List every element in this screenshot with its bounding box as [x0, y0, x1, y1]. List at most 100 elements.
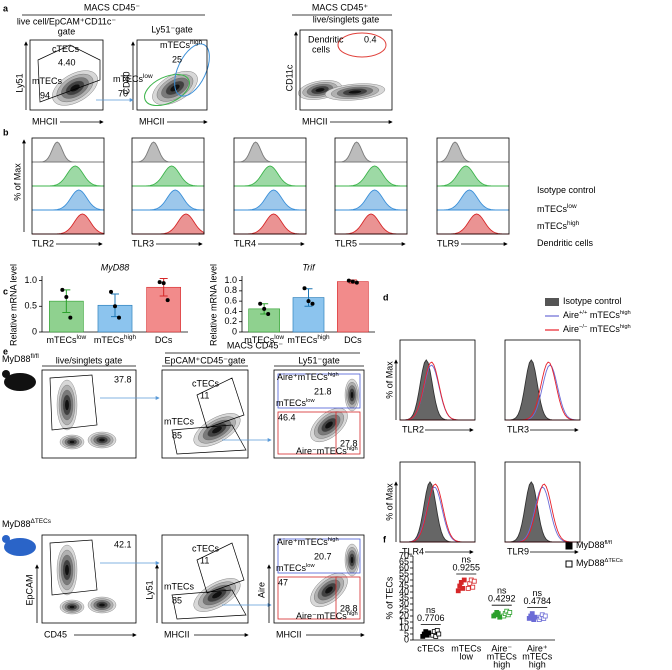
- superscript: high: [620, 324, 631, 330]
- significance: ns: [461, 554, 471, 564]
- mouse-icon: [4, 373, 36, 391]
- text-part: MyD88: [576, 558, 605, 568]
- label: 28.8: [340, 603, 358, 613]
- text-part: mTECs: [32, 76, 62, 86]
- x-axis-label: TLR4: [234, 238, 256, 248]
- label: Aire⁻mTECshigh: [296, 446, 358, 457]
- label: cTECs: [192, 378, 220, 388]
- label: Dendritic: [308, 34, 344, 44]
- data-point: [60, 287, 65, 292]
- panel-label: d: [383, 292, 389, 302]
- data-point: [470, 584, 476, 590]
- label: 20.7: [314, 551, 332, 561]
- plot-frame: [41, 534, 137, 624]
- data-point: [465, 586, 471, 591]
- axis-label: Ly51: [14, 73, 24, 92]
- histogram: [335, 189, 408, 211]
- plot-frame: [273, 369, 365, 459]
- p-value: 0.9255: [452, 562, 480, 572]
- data-point: [433, 634, 439, 639]
- histogram: [436, 189, 509, 211]
- y-tick-label: 0.2: [224, 316, 237, 326]
- category-label: mTECshigh: [287, 334, 330, 346]
- text-part: MyD88: [2, 354, 31, 364]
- category-label: Aire⁻: [491, 643, 512, 653]
- label: cells: [312, 44, 331, 54]
- data-point: [542, 613, 548, 619]
- y-tick-label: 30: [399, 598, 409, 608]
- data-point: [426, 630, 432, 636]
- data-point: [436, 631, 442, 637]
- axis-label: CD11c: [284, 64, 294, 91]
- superscript: high: [328, 372, 339, 378]
- label: 25: [172, 54, 182, 64]
- axis-label: MHCII: [32, 116, 58, 126]
- histogram: [436, 141, 509, 163]
- histogram: [335, 165, 408, 187]
- text-part: DCs: [155, 335, 173, 345]
- data-point: [529, 611, 535, 616]
- group-header: MACS CD45⁻: [227, 340, 284, 350]
- y-tick-label: 40: [399, 586, 409, 596]
- text-part: mTECs: [276, 398, 306, 408]
- gate: [277, 538, 361, 574]
- superscript: low: [76, 334, 86, 341]
- gate: [144, 73, 190, 107]
- y-tick-label: 35: [399, 592, 409, 602]
- axis-label: CD80: [121, 71, 131, 94]
- label: mTECslow: [113, 73, 153, 85]
- density-contour: [324, 421, 334, 429]
- significance: ns: [497, 586, 507, 596]
- text-part: mTECs: [244, 335, 274, 345]
- histogram: [234, 189, 307, 211]
- category-label: mTECs: [522, 651, 552, 661]
- category-label: DCs: [155, 335, 173, 345]
- category-label: mTECs: [451, 643, 481, 653]
- superscript: ΔTECs: [31, 518, 52, 525]
- density-contour: [350, 556, 354, 564]
- x-axis-label: TLR2: [402, 424, 424, 434]
- label: 85: [172, 595, 182, 605]
- legend-swatch: [565, 542, 573, 550]
- data-point: [455, 588, 461, 594]
- label: cTECs: [192, 543, 220, 553]
- text-part: mTECs: [587, 310, 620, 320]
- label: Aire⁺mTECshigh: [277, 372, 339, 383]
- gate-title: live/singlets gate: [56, 355, 123, 365]
- y-tick-label: 70: [399, 550, 409, 560]
- axis-label: MHCII: [139, 116, 165, 126]
- label: 11: [200, 390, 209, 400]
- axis-label: MHCII: [302, 116, 328, 126]
- density-contour: [211, 591, 223, 599]
- superscript: low: [306, 398, 315, 404]
- legend-swatch: [565, 560, 573, 568]
- superscript: +/+: [579, 310, 588, 316]
- label: mTECshigh: [160, 39, 203, 51]
- histogram: [32, 165, 105, 187]
- x-axis-label: TLR4: [402, 546, 424, 556]
- data-point: [64, 295, 69, 300]
- x-axis-label: TLR3: [507, 424, 529, 434]
- text-part: mTECs: [587, 324, 620, 334]
- label: 46.4: [278, 412, 296, 422]
- y-tick-label: 60: [399, 562, 409, 572]
- p-value: 0.4784: [523, 596, 551, 606]
- panel-label: f: [383, 534, 387, 544]
- gate: [171, 542, 247, 620]
- gate-title: Ly51⁻gate: [298, 355, 339, 365]
- density-contour: [64, 399, 70, 411]
- histogram: [334, 213, 408, 235]
- category-label: mTECs: [487, 651, 517, 661]
- group-header: MACS CD45⁻: [84, 2, 141, 12]
- data-point: [165, 298, 170, 303]
- text-part: mTECs: [287, 335, 317, 345]
- data-point: [113, 304, 117, 309]
- plot-frame: [29, 39, 104, 111]
- bar: [337, 281, 369, 333]
- histogram: [132, 189, 205, 211]
- data-point: [302, 286, 307, 291]
- histogram: [32, 189, 105, 211]
- plot-frame: [504, 339, 581, 421]
- data-point: [507, 610, 513, 615]
